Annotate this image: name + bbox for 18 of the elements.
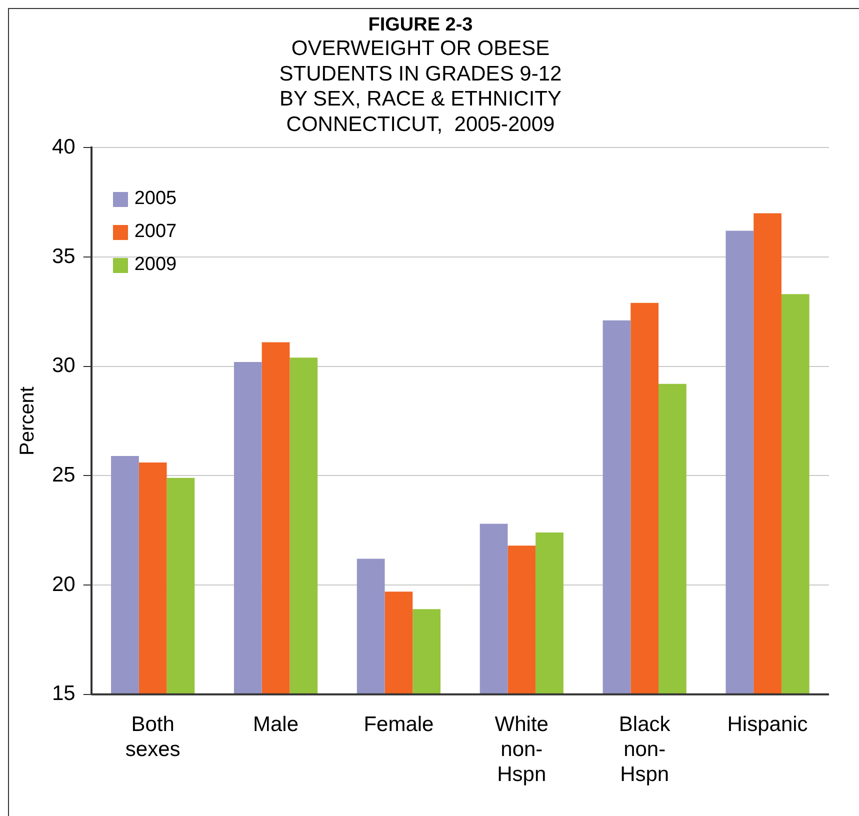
x-tick-label: Male bbox=[253, 712, 299, 736]
y-tick-label: 25 bbox=[52, 463, 76, 486]
x-tick-label: Black non- Hspn bbox=[618, 712, 671, 786]
x-tick-label: Hispanic bbox=[727, 712, 808, 736]
x-tick-label: Both sexes bbox=[125, 712, 180, 761]
x-tick-label: White non- Hspn bbox=[494, 712, 548, 786]
y-tick-label: 35 bbox=[52, 244, 76, 268]
chart-title: FIGURE 2-3 bbox=[368, 14, 473, 36]
y-tick-label: 15 bbox=[52, 682, 76, 706]
y-tick-label: 40 bbox=[52, 135, 76, 158]
y-tick-label: 30 bbox=[52, 354, 76, 378]
legend-label: 2007 bbox=[134, 221, 177, 244]
legend-label: 2005 bbox=[134, 188, 177, 210]
y-tick-label: 20 bbox=[52, 572, 76, 596]
x-tick-label: Female bbox=[364, 712, 434, 736]
chart-subtitle: OVERWEIGHT OR OBESE STUDENTS IN GRADES 9-12 BY SEX, RACE & ETHNICITY CONNECTICUT, 2005-2009 bbox=[279, 37, 562, 136]
legend-label: 2009 bbox=[134, 254, 177, 276]
y-axis-title: Percent bbox=[16, 386, 39, 456]
